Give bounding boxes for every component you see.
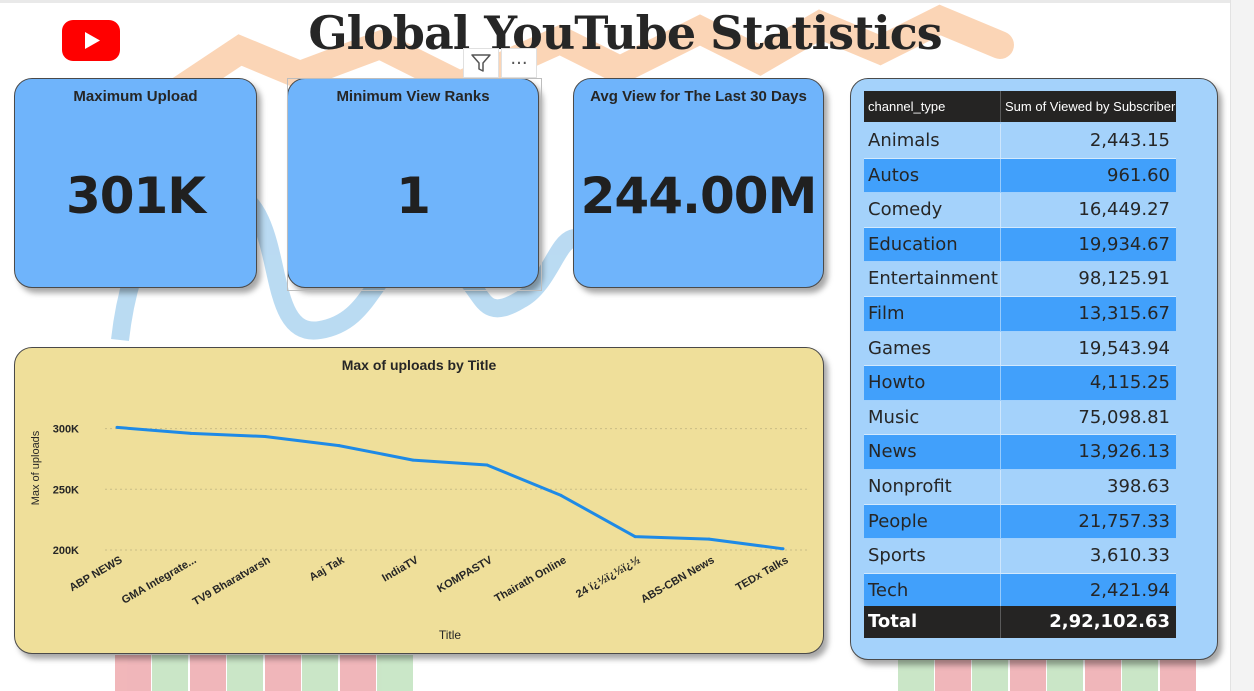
data-point xyxy=(559,493,563,497)
x-tick-label: TEDx Talks xyxy=(734,554,791,594)
x-tick-label: Thairath Online xyxy=(493,554,569,605)
kpi-value: 301K xyxy=(65,167,206,225)
data-point xyxy=(411,458,415,462)
data-point xyxy=(633,535,637,539)
data-point xyxy=(707,537,711,541)
cell-channel-type: Nonprofit xyxy=(864,469,1001,504)
table-row[interactable]: Sports 3,610.33 xyxy=(864,539,1176,574)
column-header-channel-type[interactable]: channel_type xyxy=(864,91,1001,122)
kpi-card-maximum-upload[interactable]: Maximum Upload 301K xyxy=(14,78,257,288)
cell-sum-viewed: 2,421.94 xyxy=(1089,579,1170,601)
line-chart-card[interactable]: Max of uploads by Title 200K 250K 300K ABP … xyxy=(14,347,824,654)
channel-type-table-card[interactable]: channel_type Sum of Viewed by Subscriber… xyxy=(850,78,1218,660)
cell-channel-type: Animals xyxy=(864,124,1001,158)
cell-channel-type: Entertainment xyxy=(864,262,1001,296)
kpi-value: 1 xyxy=(396,167,431,225)
table-total-row: Total 2,92,102.63 xyxy=(864,606,1176,638)
data-point xyxy=(263,434,267,438)
table-header: channel_type Sum of Viewed by Subscriber xyxy=(864,91,1176,122)
x-axis-label: Title xyxy=(439,628,462,642)
cell-sum-viewed: 19,934.67 xyxy=(1078,233,1170,255)
more-options-button[interactable]: ··· xyxy=(501,48,537,78)
cell-channel-type: Tech xyxy=(864,573,1001,608)
cell-sum-viewed: 13,315.67 xyxy=(1078,302,1170,324)
table-body: Animals 2,443.15 Autos 961.60 Comedy 16,449.2… xyxy=(864,124,1176,609)
cell-sum-viewed: 398.63 xyxy=(1107,475,1170,497)
cell-sum-viewed: 4,115.25 xyxy=(1089,372,1170,394)
data-point xyxy=(189,431,193,435)
cell-sum-viewed: 961.60 xyxy=(1107,164,1170,186)
y-tick-label: 300K xyxy=(53,424,79,436)
table-row[interactable]: News 13,926.13 xyxy=(864,435,1176,470)
series-line xyxy=(116,425,784,551)
kpi-label: Avg View for The Last 30 Days xyxy=(590,88,807,105)
table-row[interactable]: Film 13,315.67 xyxy=(864,296,1176,332)
filter-button[interactable] xyxy=(463,48,499,78)
filter-funnel-icon xyxy=(471,54,491,72)
table-row[interactable]: Howto 4,115.25 xyxy=(864,366,1176,401)
x-tick-label: 24 ï¿½ï¿½ï¿½ xyxy=(574,554,642,600)
cell-sum-viewed: 2,443.15 xyxy=(1089,130,1170,151)
visual-header-toolbar: ··· xyxy=(463,48,537,78)
y-tick-label: 200K xyxy=(53,545,79,557)
table-row[interactable]: People 21,757.33 xyxy=(864,504,1176,540)
cell-channel-type: Games xyxy=(864,331,1001,366)
table-row[interactable]: Nonprofit 398.63 xyxy=(864,469,1176,505)
cell-channel-type: Education xyxy=(864,227,1001,262)
x-tick-label: KOMPASTV xyxy=(435,554,495,595)
table-row[interactable]: Animals 2,443.15 xyxy=(864,124,1176,159)
x-tick-label: GMA Integrate... xyxy=(120,554,199,606)
data-point xyxy=(115,425,119,429)
chart-title: Max of uploads by Title xyxy=(341,357,497,373)
more-options-icon: ··· xyxy=(510,52,528,74)
cell-channel-type: Comedy xyxy=(864,193,1001,227)
kpi-card-minimum-view-ranks[interactable]: Minimum View Ranks 1 xyxy=(287,78,539,288)
x-tick-label: ABP NEWS xyxy=(67,554,124,594)
kpi-label: Maximum Upload xyxy=(73,88,198,105)
y-tick-label: 250K xyxy=(53,484,79,496)
cell-channel-type: Sports xyxy=(864,539,1001,573)
x-tick-label: TV9 Bharatvarsh xyxy=(191,554,273,608)
total-value: 2,92,102.63 xyxy=(1049,611,1170,632)
cell-channel-type: Autos xyxy=(864,158,1001,193)
cell-sum-viewed: 75,098.81 xyxy=(1078,406,1170,428)
x-tick-label: Aaj Tak xyxy=(307,554,347,584)
column-header-sum-viewed[interactable]: Sum of Viewed by Subscriber xyxy=(1005,99,1176,114)
table-row[interactable]: Comedy 16,449.27 xyxy=(864,193,1176,228)
data-point xyxy=(485,463,489,467)
table-row[interactable]: Autos 961.60 xyxy=(864,158,1176,194)
cell-sum-viewed: 19,543.94 xyxy=(1078,337,1170,359)
data-point xyxy=(781,547,785,551)
x-tick-label: IndiaTV xyxy=(380,554,421,585)
table-row[interactable]: Tech 2,421.94 xyxy=(864,573,1176,609)
total-label: Total xyxy=(864,606,1001,638)
table-row[interactable]: Games 19,543.94 xyxy=(864,331,1176,367)
kpi-value: 244.00M xyxy=(580,167,818,225)
cell-sum-viewed: 98,125.91 xyxy=(1078,268,1170,290)
cell-sum-viewed: 3,610.33 xyxy=(1089,545,1170,567)
canvas-top-edge xyxy=(0,0,1230,3)
y-axis-label: Max of uploads xyxy=(30,430,42,505)
cell-channel-type: Film xyxy=(864,296,1001,331)
cell-channel-type: People xyxy=(864,504,1001,539)
x-tick-label: ABS-CBN News xyxy=(639,554,716,606)
table-row[interactable]: Entertainment 98,125.91 xyxy=(864,262,1176,297)
cell-channel-type: News xyxy=(864,435,1001,469)
cell-channel-type: Howto xyxy=(864,366,1001,400)
table-row[interactable]: Education 19,934.67 xyxy=(864,227,1176,263)
canvas-right-gutter xyxy=(1230,0,1254,691)
cell-sum-viewed: 16,449.27 xyxy=(1078,199,1170,221)
table-row[interactable]: Music 75,098.81 xyxy=(864,400,1176,436)
cell-channel-type: Music xyxy=(864,400,1001,435)
youtube-play-icon xyxy=(62,20,120,61)
cell-sum-viewed: 13,926.13 xyxy=(1078,441,1170,463)
data-point xyxy=(337,444,341,448)
kpi-card-avg-view-30-days[interactable]: Avg View for The Last 30 Days 244.00M xyxy=(573,78,824,288)
kpi-label: Minimum View Ranks xyxy=(336,88,490,105)
cell-sum-viewed: 21,757.33 xyxy=(1078,510,1170,532)
page-title: Global YouTube Statistics xyxy=(308,6,942,60)
